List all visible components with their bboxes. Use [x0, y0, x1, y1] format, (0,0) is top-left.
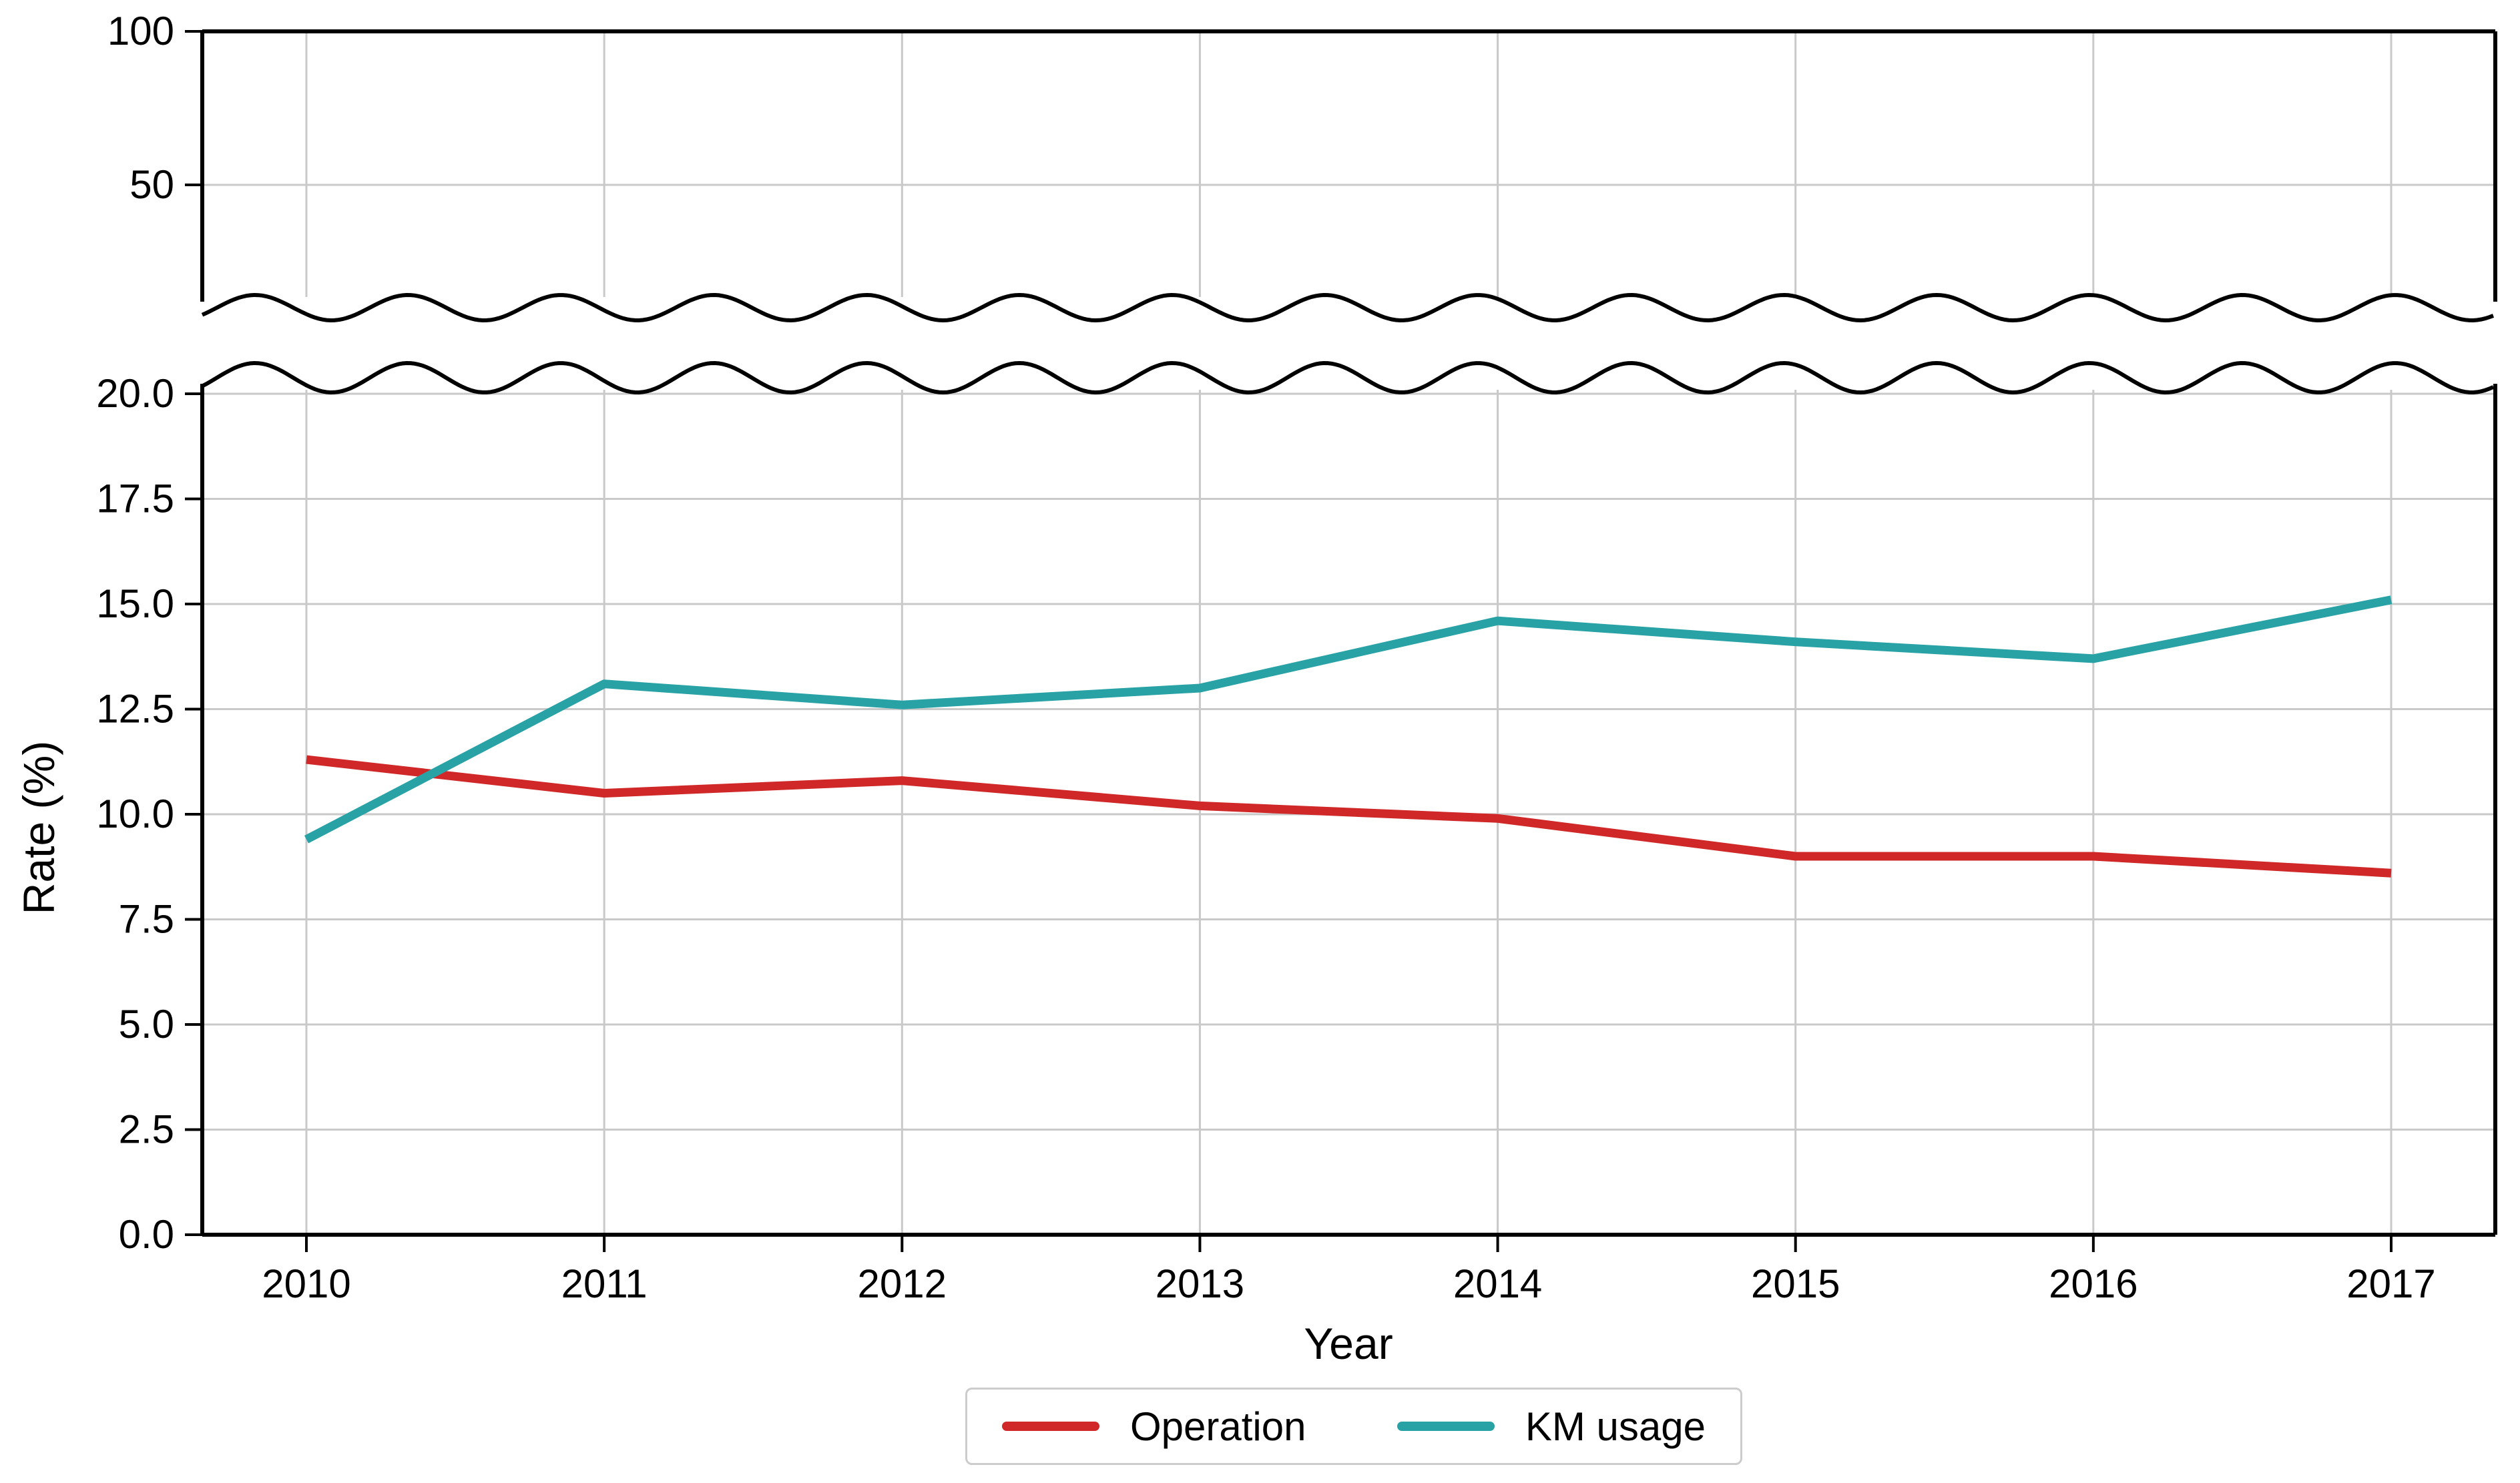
y-tick-label: 100: [107, 9, 174, 53]
km-usage-line: [304, 595, 2392, 844]
x-tick-label: 2013: [1156, 1261, 1244, 1306]
y-tick-label: 17.5: [96, 477, 174, 521]
x-axis-label: Year: [1304, 1319, 1393, 1368]
y-tick-label: 20.0: [96, 371, 174, 416]
y-tick-label: 50: [130, 162, 174, 207]
legend-item-km-usage: KM usage: [1397, 1404, 1706, 1450]
x-tick-label: 2016: [2049, 1261, 2137, 1306]
operation-line: [306, 755, 2392, 878]
y-tick-label: 7.5: [119, 897, 174, 942]
x-tick-label: 2011: [561, 1261, 648, 1306]
legend-label-operation: Operation: [1130, 1404, 1306, 1449]
km-usage-line-swatch: [1397, 1422, 1495, 1431]
x-tick-label: 2015: [1751, 1261, 1840, 1306]
y-tick-label: 0.0: [119, 1212, 174, 1257]
legend: Operation KM usage: [965, 1388, 1742, 1465]
legend-item-operation: Operation: [1002, 1404, 1306, 1450]
legend-label-km-usage: KM usage: [1525, 1404, 1706, 1449]
x-tick-label: 2010: [262, 1261, 350, 1306]
y-tick-label: 12.5: [96, 687, 174, 731]
y-tick-label: 2.5: [119, 1107, 174, 1152]
y-tick-label: 10.0: [96, 792, 174, 836]
y-axis-label: Rate (%): [14, 740, 63, 915]
x-tick-label: 2017: [2346, 1261, 2435, 1306]
y-tick-label: 15.0: [96, 581, 174, 626]
axis-break-wave-lower: [201, 360, 2495, 395]
y-tick-label: 5.0: [119, 1002, 174, 1047]
x-tick-label: 2012: [858, 1261, 947, 1306]
axis-break-wave-upper: [201, 292, 2495, 323]
operation-line-swatch: [1002, 1422, 1099, 1431]
x-tick-label: 2014: [1453, 1261, 1542, 1306]
